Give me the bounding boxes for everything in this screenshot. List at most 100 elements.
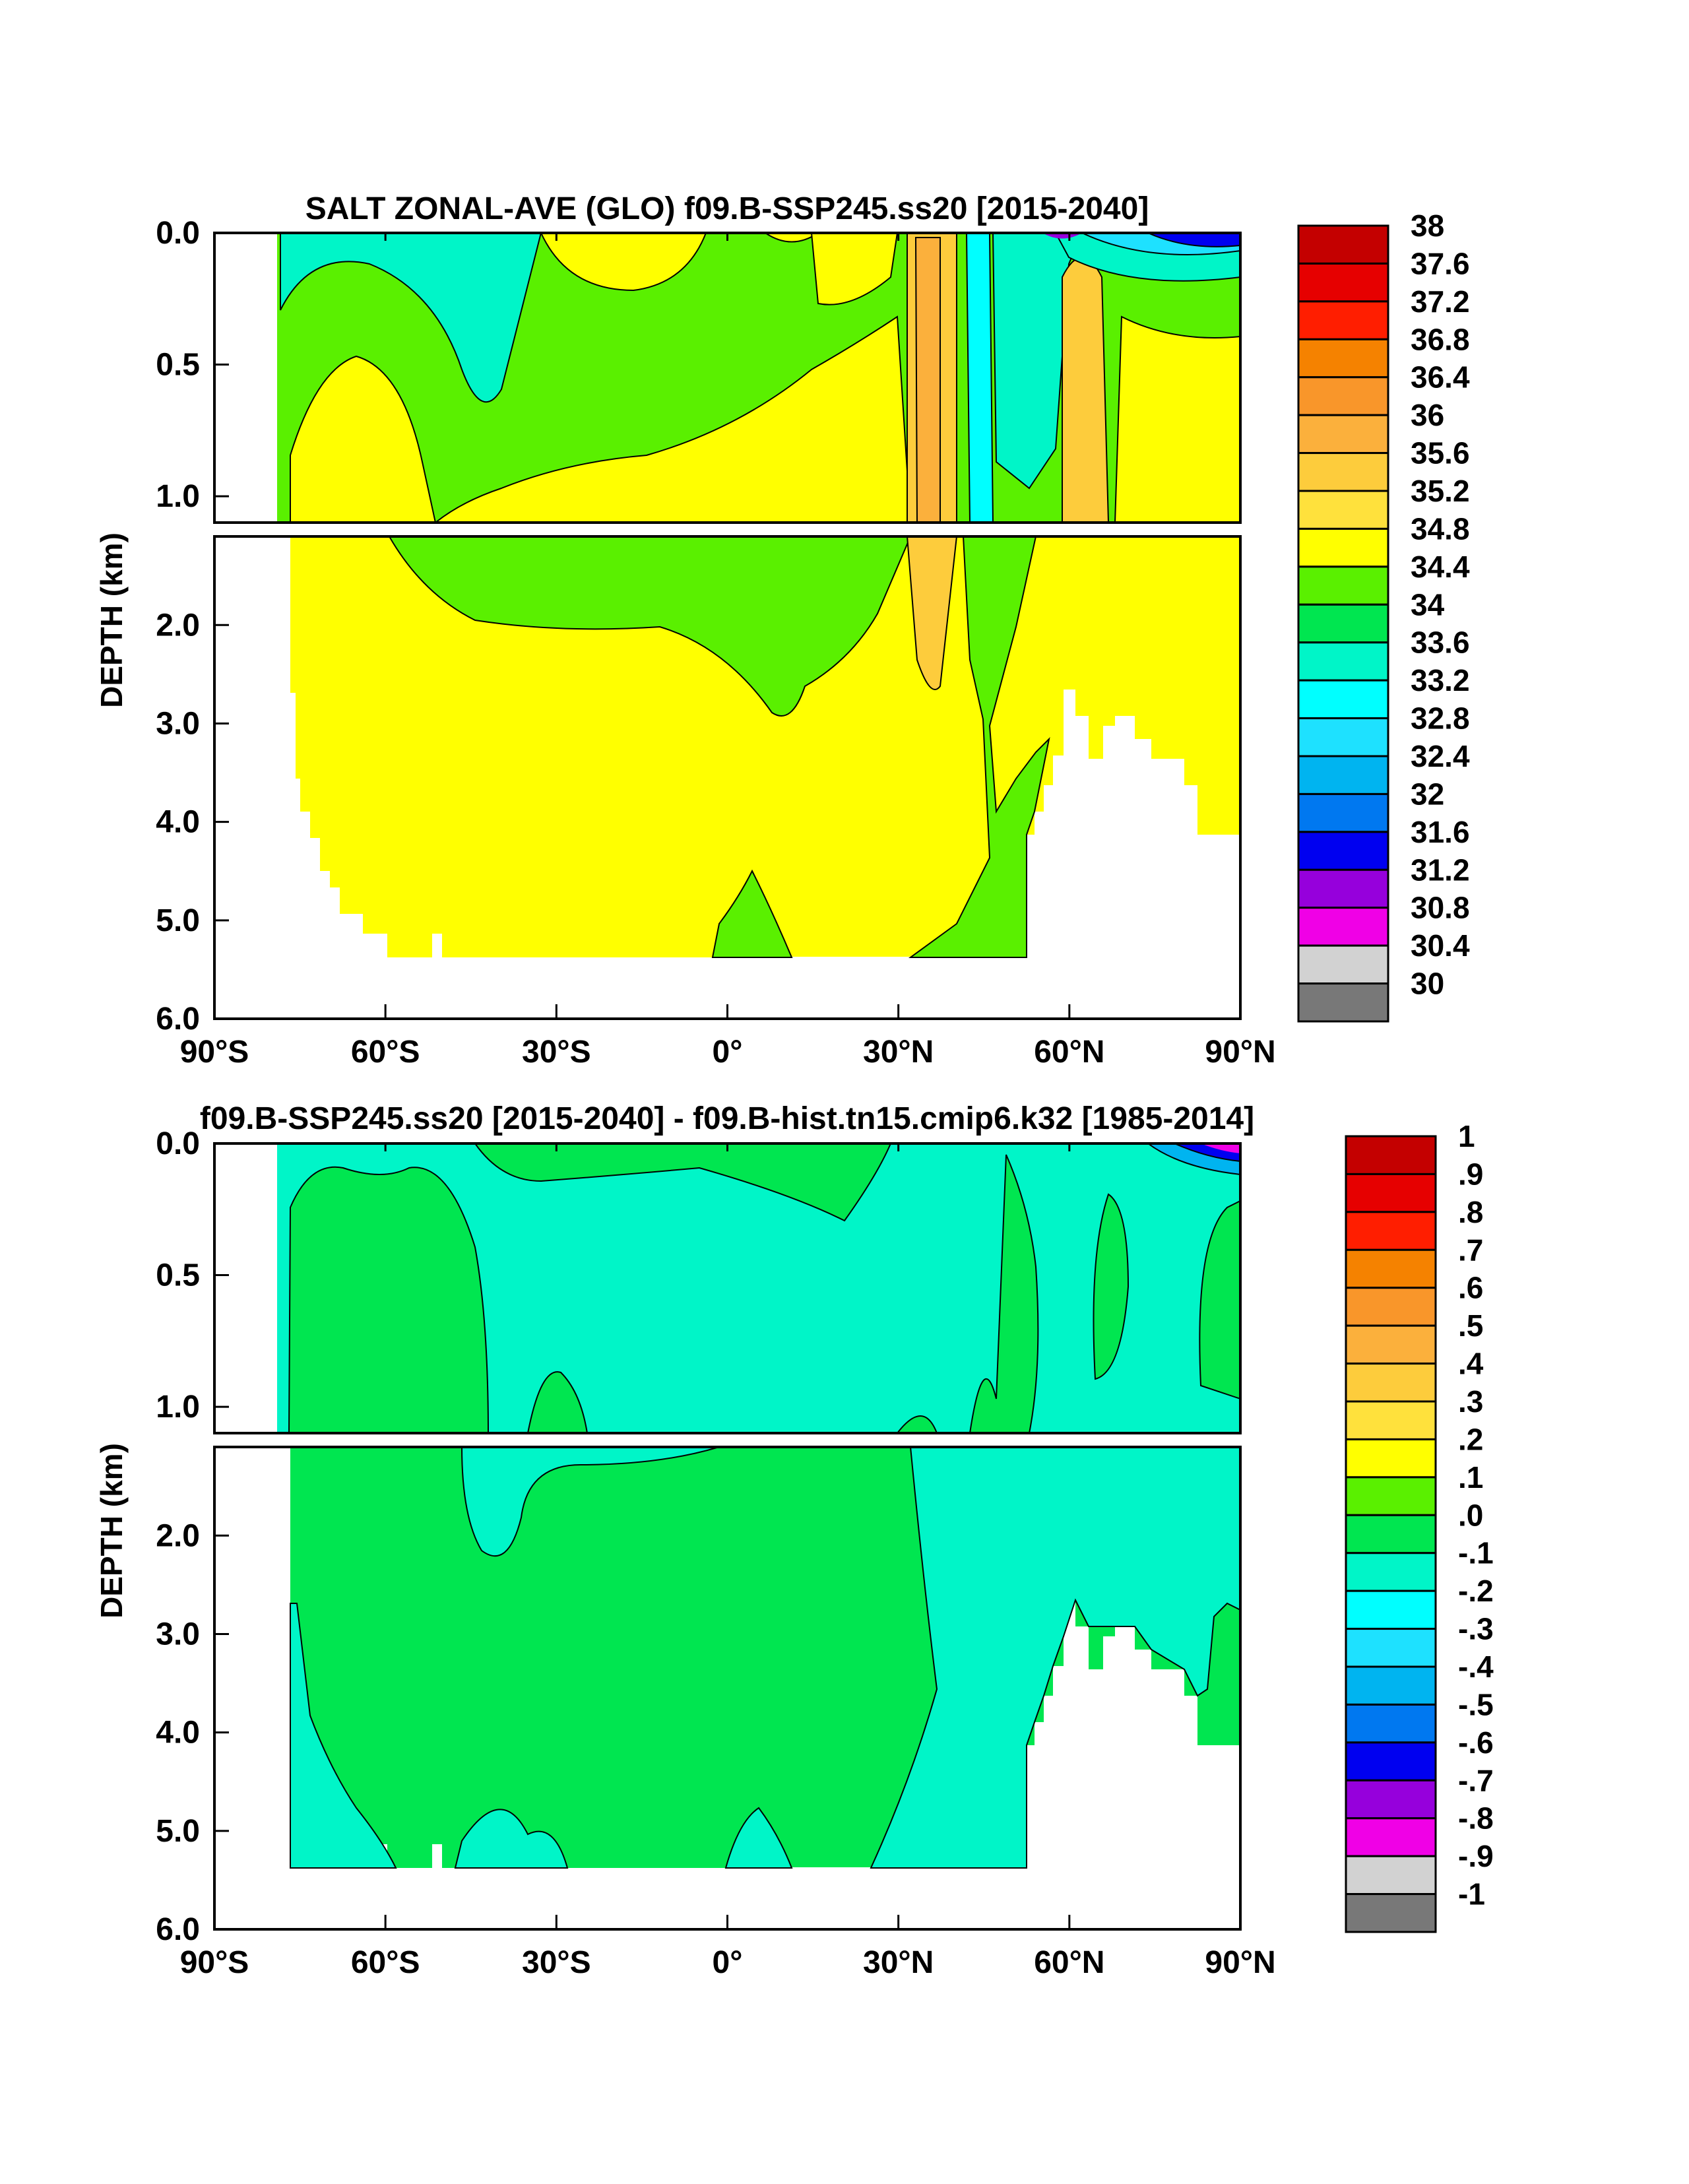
salt-diff-y-tick-label: 1.0	[156, 1390, 200, 1425]
salt-diff-colorbar-box	[1345, 1817, 1437, 1857]
salt-bottom-green-patch	[711, 869, 793, 958]
salt-y-axis: DEPTH (km) 0.0 0.5 1.0 2.0 3.0 4.0 5.0 6.0	[94, 216, 229, 1037]
salt-diff-colorbar-box	[1345, 1741, 1437, 1782]
salt-diff-colorbar-box	[1345, 1438, 1437, 1479]
salt-diff-colorbar-box	[1345, 1363, 1437, 1403]
salt-deep-yellow-upper	[290, 315, 912, 523]
salt-med-outflow-core	[914, 237, 941, 523]
salt-colorbar-box	[1297, 831, 1389, 871]
salt-subtropical-surface-30n	[810, 233, 899, 305]
salt-diff-colorbar-label: .9	[1458, 1157, 1483, 1191]
salt-diff-colorbar-box	[1345, 1628, 1437, 1668]
salt-diff-x-tick-label: 30°N	[863, 1945, 934, 1980]
salt-colorbar-label: 30	[1411, 967, 1444, 1001]
salt-diff-sw-negative	[290, 1603, 397, 1869]
salt-colorbar-box	[1297, 907, 1389, 947]
salt-x-axis: 90°S 60°S 30°S 0° 30°N 60°N 90°N	[180, 233, 1276, 1070]
salt-surface-fresh-southern	[280, 233, 542, 403]
salt-panel: SALT ZONAL-AVE (GLO) f09.B-SSP245.ss20 […	[94, 191, 1470, 1070]
salt-colorbar-box	[1297, 338, 1389, 379]
salt-diff-colorbar-box	[1345, 1172, 1437, 1213]
salt-diff-x-tick-label: 60°N	[1034, 1945, 1104, 1980]
salt-diff-north-patch-1	[896, 1415, 938, 1433]
salt-diff-mid-bump	[526, 1371, 589, 1433]
salt-diff-upper-field	[277, 1143, 1240, 1433]
salt-colorbar-label: 32.8	[1411, 701, 1470, 736]
salt-diff-colorbar-label: .5	[1458, 1308, 1483, 1343]
salt-colorbar-label: 34.8	[1411, 511, 1470, 546]
salt-diff-colorbar-label: -.5	[1458, 1687, 1494, 1721]
salt-diff-mid-negative	[461, 1447, 720, 1557]
salt-diff-colorbar-box	[1345, 1552, 1437, 1592]
salt-diff-colorbar-label: .2	[1458, 1422, 1483, 1456]
salt-colorbar-label: 33.6	[1411, 626, 1470, 660]
salt-colorbar-box	[1297, 490, 1389, 530]
salt-diff-colorbar-label: -.6	[1458, 1725, 1494, 1760]
salt-nordic-salty	[1062, 257, 1110, 523]
salt-colorbar-label: 34	[1411, 587, 1445, 622]
salt-y-tick-label: 4.0	[156, 805, 200, 840]
salt-diff-colorbar-label: -.9	[1458, 1839, 1494, 1873]
salt-mid-depth-tongue	[388, 536, 912, 717]
salt-colorbar-box	[1297, 300, 1389, 340]
salt-colorbar-label: 38	[1411, 209, 1444, 243]
salt-y-tick-label: 0.5	[156, 348, 200, 383]
salt-diff-colorbar-box	[1345, 1703, 1437, 1744]
salt-x-tick-label: 0°	[713, 1035, 743, 1070]
salt-diff-y-tick-label: 0.5	[156, 1258, 200, 1293]
salt-colorbar-label: 32	[1411, 777, 1444, 811]
salt-x-tick-label: 30°S	[522, 1035, 591, 1070]
salt-diff-colorbar-label: .0	[1458, 1498, 1483, 1532]
salt-diff-x-tick-label: 0°	[713, 1945, 743, 1980]
salt-colorbar-box	[1297, 944, 1389, 985]
salt-colorbar-label: 34.4	[1411, 550, 1470, 584]
salt-colorbar-box	[1297, 224, 1389, 265]
salt-diff-colorbar-box	[1345, 1287, 1437, 1327]
salt-diff-colorbar-label: .8	[1458, 1195, 1483, 1229]
salt-diff-y-tick-label: 0.0	[156, 1126, 200, 1161]
salt-arctic-surface-purple	[1042, 233, 1082, 239]
salt-diff-north-patch-2	[969, 1154, 1039, 1433]
salt-colorbar-box	[1297, 262, 1389, 303]
salt-nordic-fresh	[965, 233, 994, 523]
salt-colorbar-label: 37.2	[1411, 284, 1470, 319]
salt-arctic-deep-yellow	[1114, 315, 1240, 523]
salt-diff-colorbar-label: 1	[1458, 1119, 1475, 1153]
salt-diff-arctic-freshest	[1201, 1143, 1240, 1153]
salt-diff-colorbar-box	[1345, 1893, 1437, 1933]
salt-diff-colorbar-box	[1345, 1855, 1437, 1896]
salt-colorbar-label: 32.4	[1411, 739, 1470, 773]
salt-colorbar-label: 31.2	[1411, 852, 1470, 887]
salt-diff-colorbar-label: -.2	[1458, 1574, 1494, 1608]
salt-colorbar-box	[1297, 868, 1389, 909]
salt-diff-colorbar-box	[1345, 1211, 1437, 1251]
salt-colorbar-box	[1297, 755, 1389, 795]
salt-colorbar-box	[1297, 414, 1389, 455]
salt-diff-colorbar-box	[1345, 1779, 1437, 1820]
salt-diff-bottom-negative-2	[724, 1807, 793, 1869]
salt-diff-x-tick-label: 90°S	[180, 1945, 249, 1980]
salt-diff-colorbar-box	[1345, 1135, 1437, 1175]
salt-diff-surface-positive	[474, 1143, 892, 1222]
salt-diff-southern-positive	[288, 1166, 490, 1433]
salt-colorbar-label: 37.6	[1411, 246, 1470, 280]
salt-diff-colorbar-label: -.1	[1458, 1536, 1494, 1570]
salt-diff-lower-field	[290, 1447, 1240, 1869]
salt-colorbar-label: 30.8	[1411, 891, 1470, 925]
salt-diff-panel-title: f09.B-SSP245.ss20 [2015-2040] - f09.B-hi…	[200, 1101, 1254, 1136]
salt-med-outflow-lower	[906, 536, 958, 690]
salt-intermediate-freshwater-tongue	[290, 355, 437, 523]
salt-colorbar-label: 35.6	[1411, 436, 1470, 470]
salt-diff-colorbar-label: .4	[1458, 1347, 1484, 1381]
salt-colorbar-box	[1297, 376, 1389, 416]
salt-colorbar-label: 36.4	[1411, 360, 1470, 395]
salt-colorbar-box	[1297, 679, 1389, 720]
salt-colorbar-label: 35.2	[1411, 474, 1470, 508]
salt-diff-colorbar-label: -1	[1458, 1877, 1485, 1911]
salt-diff-deep-negative-north	[870, 1447, 1240, 1869]
salt-panel-title: SALT ZONAL-AVE (GLO) f09.B-SSP245.ss20 […	[305, 191, 1149, 226]
salt-diff-colorbar-label: .7	[1458, 1233, 1483, 1267]
salt-y-tick-label: 1.0	[156, 479, 200, 514]
salt-colorbar-label: 30.4	[1411, 928, 1470, 963]
